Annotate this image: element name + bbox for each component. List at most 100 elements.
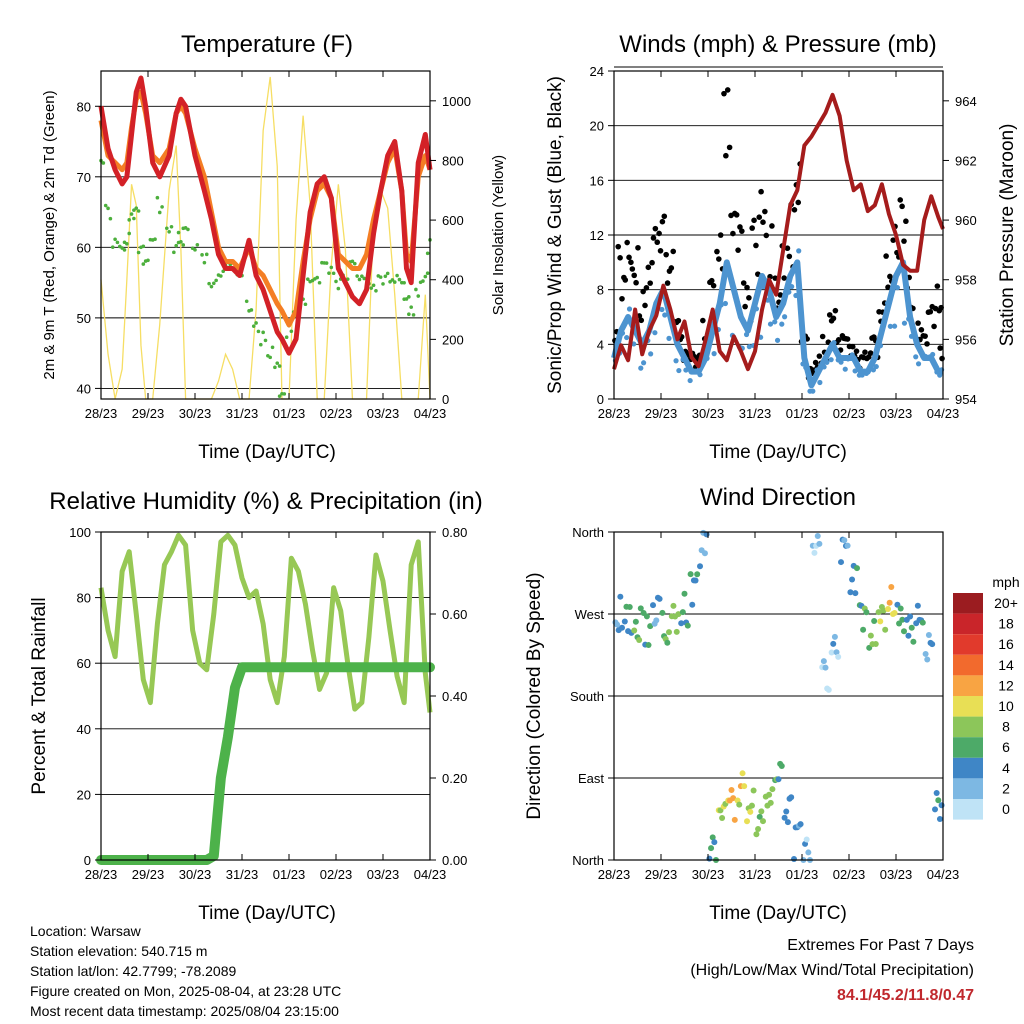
dewpoint-point — [129, 212, 134, 216]
winds-x-tick-label: 30/23 — [692, 406, 725, 421]
direction-point — [907, 613, 914, 620]
wind-speed-point — [722, 300, 728, 307]
dewpoint-point — [353, 261, 357, 266]
gust-point — [777, 292, 784, 298]
gust-point — [657, 248, 664, 254]
temperature-y2-tick-label: 0 — [442, 392, 449, 407]
gust-point — [716, 256, 722, 262]
winds-x-tick-label: 01/23 — [786, 406, 819, 421]
direction-point — [891, 609, 898, 616]
direction-point — [833, 649, 840, 656]
direction-point — [728, 786, 735, 793]
gust-point — [931, 323, 937, 330]
dewpoint-point — [273, 365, 277, 370]
wind-speed-point — [852, 368, 858, 374]
wind-speed-point — [831, 339, 837, 346]
gust-point — [885, 284, 891, 291]
wind-speed-point — [901, 320, 908, 326]
direction-point — [748, 802, 755, 809]
dewpoint-point — [385, 271, 390, 276]
wind-speed-point — [641, 360, 647, 366]
direction-y-ticks: North East South West North — [570, 525, 614, 868]
direction-y-tick-label: North — [572, 525, 604, 540]
gust-point — [730, 230, 736, 237]
direction-point — [877, 618, 884, 625]
wind-speed-point — [880, 321, 886, 327]
direction-point — [626, 604, 633, 611]
dewpoint-point — [392, 280, 397, 284]
direction-point — [675, 611, 682, 618]
wind-speed-point — [796, 248, 802, 254]
wind-speed-point — [803, 364, 809, 371]
dewpoint-point — [327, 271, 331, 275]
dewpoint-point — [169, 224, 174, 229]
wind-speed-point — [753, 306, 760, 312]
dewpoint-point — [174, 243, 178, 248]
direction-x-tick-label: 04/23 — [927, 867, 960, 882]
temperature-x-tick-label: 04/23 — [414, 406, 447, 421]
station-info: Location: Warsaw Station elevation: 540.… — [30, 921, 341, 1021]
direction-x-tick-label: 28/23 — [598, 867, 631, 882]
dewpoint-point — [134, 206, 139, 210]
direction-point — [653, 617, 660, 624]
humidity-y2-tick-label: 0.00 — [442, 853, 467, 868]
dewpoint-point — [219, 274, 223, 278]
dewpoint-point — [268, 355, 273, 360]
gust-point — [816, 353, 823, 359]
dewpoint-point — [275, 361, 280, 365]
dewpoint-point — [277, 394, 282, 398]
direction-x-tick-label: 02/23 — [833, 867, 866, 882]
wind-speed-point — [866, 366, 872, 373]
direction-point — [860, 626, 867, 633]
gust-point — [717, 232, 724, 238]
dewpoint-point — [425, 251, 430, 256]
humidity-xlabel: Time (Day/UTC) — [198, 903, 336, 924]
gust-point — [883, 253, 889, 259]
winds-data — [611, 87, 945, 394]
direction-point — [766, 791, 773, 798]
dewpoint-point — [416, 294, 421, 298]
wind-speed-point — [624, 334, 630, 341]
dewpoint-point — [334, 279, 338, 284]
gust-point — [812, 359, 819, 366]
dewpoint-point — [378, 275, 383, 279]
dewpoint-point — [371, 283, 376, 288]
dewpoint-point — [249, 308, 254, 312]
station-elevation: Station elevation: 540.715 m — [30, 943, 208, 959]
wind-speed-point — [817, 379, 823, 386]
gust-point — [638, 317, 645, 324]
direction-point — [803, 836, 810, 843]
wind-speed-point — [746, 344, 752, 350]
humidity-y-tick-label: 60 — [77, 656, 91, 671]
gust-point — [826, 312, 833, 318]
legend-label: 18 — [998, 616, 1014, 632]
wind-speed-point — [662, 312, 668, 318]
dewpoint-point — [317, 280, 322, 285]
direction-point — [643, 613, 650, 620]
direction-point — [784, 819, 791, 826]
gust-point — [735, 247, 741, 253]
direction-x-ticks: 28/23 29/23 30/23 31/23 01/23 02/23 03/23 04/23 — [598, 532, 960, 882]
wind-speed-point — [810, 388, 816, 394]
direction-point — [759, 818, 766, 825]
direction-point — [692, 577, 699, 584]
dewpoint-point — [179, 240, 183, 244]
dewpoint-point — [355, 274, 359, 278]
dewpoint-point — [207, 281, 211, 286]
temperature-y2-tick-label: 800 — [442, 153, 464, 168]
temperature-y2-tick-label: 200 — [442, 332, 464, 347]
wind-speed-point — [842, 366, 848, 372]
dewpoint-point — [306, 277, 310, 281]
direction-point — [753, 831, 760, 838]
legend-label: 20+ — [994, 595, 1018, 611]
direction-point — [673, 628, 680, 635]
gust-point — [849, 343, 856, 350]
winds-y-tick-label: 16 — [590, 173, 604, 188]
pressure-line — [612, 92, 945, 372]
winds-title: Winds (mph) & Pressure (mb) — [619, 31, 936, 58]
temperature-y-ticks: 40 50 60 70 80 — [77, 99, 101, 396]
dewpoint-point — [212, 281, 216, 286]
wind-speed-point — [779, 321, 785, 327]
gust-point — [649, 259, 655, 266]
direction-x-tick-label: 31/23 — [739, 867, 772, 882]
